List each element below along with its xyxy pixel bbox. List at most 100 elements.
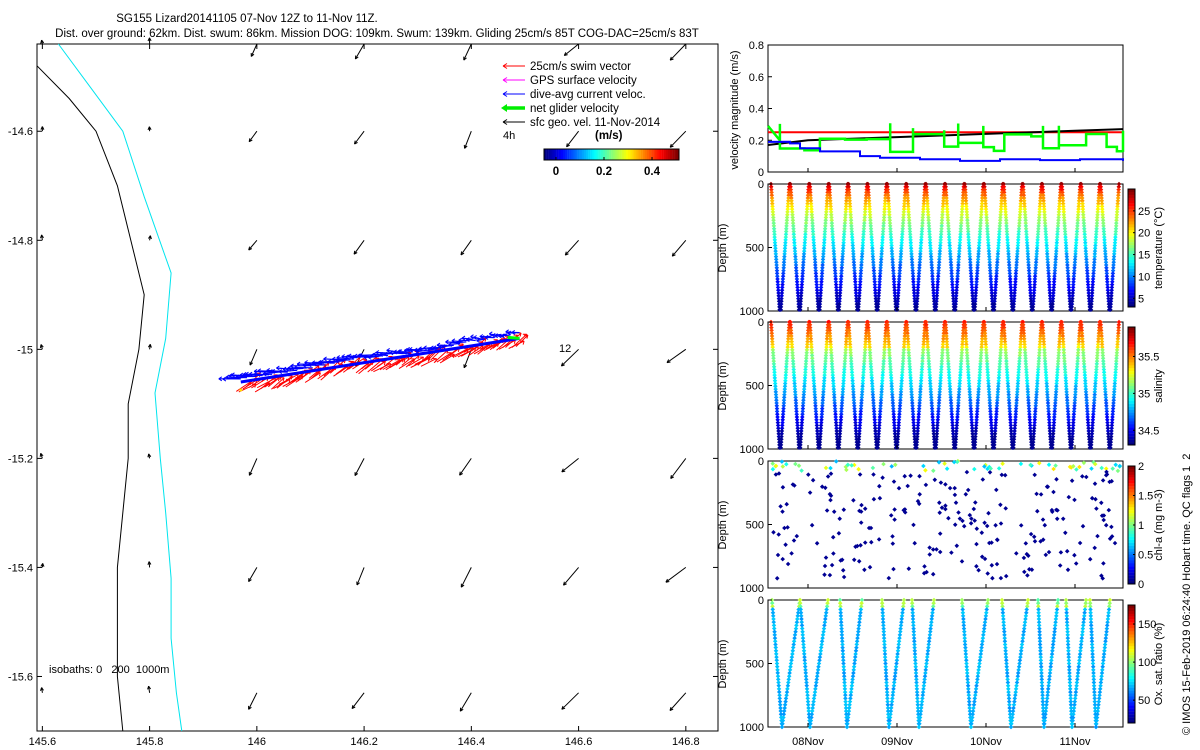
profile-sample — [972, 301, 978, 307]
profile-sample — [1013, 276, 1018, 282]
profile-sample — [950, 290, 956, 296]
profile-sample — [897, 273, 902, 279]
profile-sample — [1006, 259, 1012, 265]
profile-sample — [892, 287, 897, 293]
profile-sample — [851, 257, 856, 262]
profile-sample — [917, 259, 923, 265]
dac-vector — [415, 349, 429, 353]
profile-sample — [776, 293, 781, 299]
label-4h: 4h — [503, 130, 515, 142]
legend-dac-arrowhead — [502, 91, 508, 97]
chla-clabel: chl-a (mg m-3) — [1153, 489, 1165, 561]
profile-sample — [1021, 198, 1027, 204]
profile-sample — [877, 273, 883, 279]
swim-vector — [420, 358, 437, 367]
colorbar-cell — [661, 149, 664, 160]
profile-sample — [852, 268, 857, 273]
velocity-y-tick-label: 0.2 — [749, 135, 764, 147]
profile-sample — [798, 293, 804, 299]
dac-vector-head — [248, 371, 253, 377]
profile-sample — [876, 293, 881, 299]
profile-sample — [774, 268, 780, 273]
profile-sample — [975, 265, 980, 271]
profile-sample — [911, 285, 917, 290]
profile-sample — [1056, 206, 1062, 212]
profile-sample — [839, 268, 844, 273]
profile-sample — [834, 285, 839, 290]
geo-velocity-arrowhead — [561, 705, 566, 710]
colorbar-cell — [672, 149, 675, 160]
panel-colorbar-tick-label: 0 — [1138, 579, 1144, 591]
profile-sample — [1040, 184, 1045, 190]
profile-sample — [968, 265, 973, 271]
colorbar-cell — [546, 149, 549, 160]
profile-sample — [1076, 204, 1081, 209]
profile-sample — [955, 271, 961, 276]
profile-sample — [967, 254, 973, 259]
dac-vector-head — [451, 338, 456, 344]
colorbar-cell — [676, 149, 679, 160]
panel-colorbar-tick-label: 25 — [1138, 206, 1150, 218]
profile-sample — [819, 273, 825, 279]
geo-velocity-arrow — [356, 567, 365, 586]
panel-colorbar-cell — [1128, 329, 1135, 334]
geo-velocity-arrow — [354, 458, 365, 476]
profile-sample — [1011, 301, 1017, 307]
panel-colorbar-cell — [1128, 212, 1135, 216]
profile-sample — [987, 262, 993, 268]
profile-sample — [914, 301, 920, 307]
profile-sample — [935, 285, 940, 290]
colorbar-cell — [558, 149, 561, 160]
dac-vector-head — [357, 353, 361, 359]
dac-vector-head — [225, 374, 230, 380]
profile-sample — [936, 259, 942, 265]
geo-velocity-arrowhead — [147, 344, 152, 348]
colorbar-cell — [655, 149, 658, 160]
profile-sample — [1063, 237, 1068, 243]
profile-sample — [832, 257, 837, 262]
profile-sample — [858, 271, 864, 276]
panel-colorbar-cell — [1128, 233, 1135, 237]
profile-sample — [1036, 218, 1042, 223]
map-plot-area — [36, 43, 719, 732]
profile-sample — [897, 268, 903, 273]
profile-sample — [839, 271, 844, 276]
profile-sample — [1057, 198, 1062, 204]
profile-sample — [875, 304, 881, 310]
profile-sample — [1013, 268, 1019, 273]
profile-sample — [950, 293, 956, 299]
profile-sample — [972, 299, 978, 304]
profile-sample — [877, 276, 883, 282]
panel-colorbar-tick-label: 5 — [1138, 293, 1144, 305]
geo-velocity-arrowhead — [40, 563, 45, 567]
geo-velocity-arrow — [463, 43, 472, 61]
profile-sample — [876, 299, 881, 304]
swim-vector — [511, 333, 528, 348]
profile-sample — [1027, 285, 1033, 290]
profile-sample — [969, 282, 975, 287]
dac-vector-head — [350, 354, 355, 360]
map-axes: 145.6 145.8 146 146.2 146.4 146.6 146.8-14.6-1… — [8, 44, 718, 748]
profile-sample — [934, 301, 939, 307]
profile-sample — [795, 285, 800, 290]
colorbar-tick-0: 0 — [553, 166, 559, 178]
colorbar-cell — [554, 149, 557, 160]
profile-sample — [813, 265, 818, 271]
profile-sample — [953, 307, 958, 312]
profile-sample — [969, 285, 975, 290]
geo-velocity-arrow — [669, 130, 687, 148]
panel-colorbar-cell — [1128, 224, 1135, 228]
profile-sample — [814, 279, 819, 285]
profile-sample — [1060, 192, 1065, 198]
profile-sample — [1032, 285, 1037, 290]
panel-colorbar-cell — [1128, 409, 1135, 413]
dac-vector-head — [257, 368, 262, 374]
profile-sample — [838, 285, 843, 290]
profile-sample — [1044, 251, 1050, 257]
dac-vector-head — [320, 359, 324, 365]
colorbar-cell — [581, 149, 585, 160]
panel-colorbar-cell — [1128, 572, 1135, 576]
profile-sample — [794, 276, 800, 282]
profile-sample — [779, 293, 784, 299]
